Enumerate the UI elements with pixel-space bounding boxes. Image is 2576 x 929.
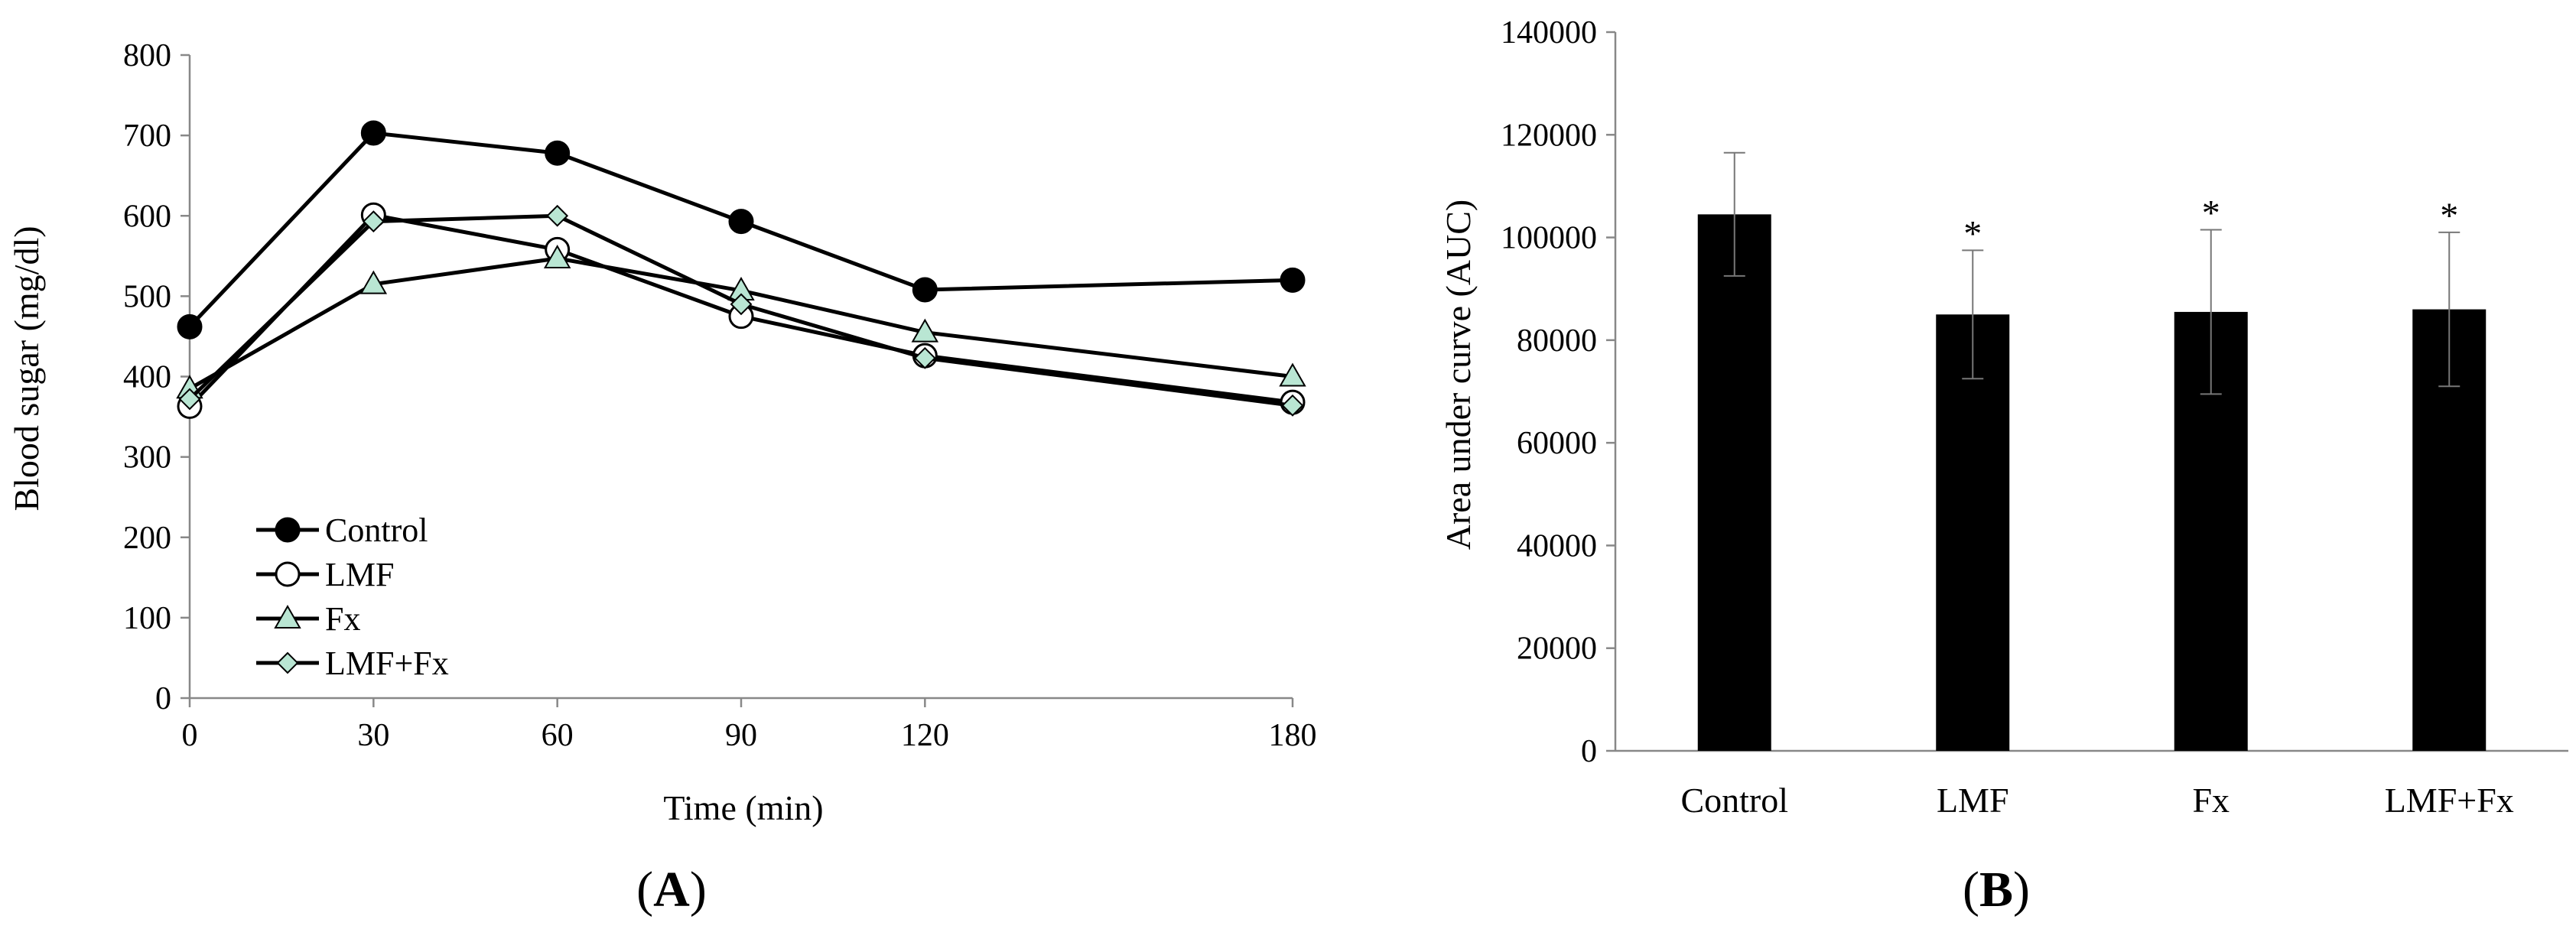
a-x-tick-label: 180 xyxy=(1269,718,1317,753)
a-series-fx xyxy=(176,244,1306,399)
a-series-group xyxy=(176,120,1306,419)
b-bars: * * * xyxy=(1697,151,2487,752)
a-x-tick-label: 120 xyxy=(901,718,949,753)
b-y-tick-label: 100000 xyxy=(1501,221,1597,256)
a-data-point-lmf-fx xyxy=(730,293,753,316)
a-data-point-lmf-fx xyxy=(362,210,385,233)
b-y-tick-label: 20000 xyxy=(1517,632,1597,667)
a-legend-marker xyxy=(275,561,301,587)
a-series-line-lmf xyxy=(188,213,1293,408)
a-data-point-lmf-fx xyxy=(178,388,201,411)
b-y-tick-label: 60000 xyxy=(1517,426,1597,461)
a-y-ticks: 0 100 200 300 400 500 600 700 800 xyxy=(123,38,190,716)
a-x-axis-title: Time (min) xyxy=(663,788,823,827)
a-legend-item-lmf: LMF xyxy=(256,556,394,593)
a-legend-label: Control xyxy=(325,512,428,549)
a-y-tick-label: 0 xyxy=(155,681,171,716)
panel-b-bar-chart: 020000400006000080000100000120000140000 … xyxy=(1439,15,2568,918)
b-bar-lmf xyxy=(1936,314,2010,751)
panel-a-letter: A xyxy=(653,862,690,918)
a-x-tick-label: 90 xyxy=(725,718,757,753)
a-series-line-control xyxy=(188,131,1293,329)
b-significance-marker: * xyxy=(2440,196,2458,236)
a-y-tick-label: 400 xyxy=(123,360,171,395)
a-x-tick-label: 60 xyxy=(542,718,574,753)
b-bar-group-control xyxy=(1697,151,1771,751)
a-y-tick-label: 200 xyxy=(123,521,171,556)
b-category-label-lmf-fx: LMF+Fx xyxy=(2385,781,2514,820)
a-data-point-control xyxy=(545,140,571,166)
b-bar-group-lmf: * xyxy=(1936,213,2010,751)
b-y-tick-label: 120000 xyxy=(1501,118,1597,153)
a-x-ticks: 0 30 60 90 120 180 xyxy=(182,698,1317,753)
a-data-point-lmf-fx xyxy=(1281,394,1304,417)
a-legend: Control LMF Fx LMF+Fx xyxy=(256,512,449,682)
b-category-label-lmf: LMF xyxy=(1937,781,2009,820)
a-y-tick-label: 100 xyxy=(123,601,171,636)
a-legend-item-fx: Fx xyxy=(256,600,360,638)
a-data-point-fx xyxy=(359,270,388,294)
panel-a-label: (A) xyxy=(636,862,707,918)
b-significance-marker: * xyxy=(2202,193,2220,234)
a-legend-label: LMF+Fx xyxy=(325,645,449,682)
panel-b-letter: B xyxy=(1979,862,2013,918)
a-data-point-fx xyxy=(543,244,571,268)
a-series-line-fx xyxy=(188,256,1293,391)
a-legend-label: LMF xyxy=(325,556,394,593)
a-series-control xyxy=(177,120,1306,339)
a-legend-marker xyxy=(274,604,301,629)
panel-a-open-paren: ( xyxy=(636,862,653,918)
b-y-ticks: 0 20000 40000 60000 80000 100000 120000 140000 xyxy=(1501,15,1615,769)
b-y-tick-label: 140000 xyxy=(1501,15,1597,50)
a-legend-item-control: Control xyxy=(256,512,428,549)
a-data-point-control xyxy=(912,277,938,303)
b-bar-group-fx: * xyxy=(2174,193,2248,751)
a-data-point-lmf-fx xyxy=(913,346,936,369)
b-y-tick-label: 40000 xyxy=(1517,528,1597,564)
a-data-point-fx xyxy=(1279,362,1306,387)
a-series-lmf-fx xyxy=(178,204,1304,417)
a-data-point-control xyxy=(177,313,203,339)
b-category-label-control: Control xyxy=(1680,781,1788,820)
a-data-point-control xyxy=(728,209,754,235)
b-bar-control xyxy=(1697,214,1771,751)
a-legend-item-lmf-fx: LMF+Fx xyxy=(256,645,449,682)
panel-b-label: (B) xyxy=(1963,862,2030,918)
a-y-tick-label: 500 xyxy=(123,279,171,314)
a-data-point-fx xyxy=(911,318,939,343)
b-y-tick-label: 80000 xyxy=(1517,323,1597,359)
a-y-tick-label: 300 xyxy=(123,440,171,476)
a-series-line-lmf-fx xyxy=(188,213,1293,408)
a-y-tick-label: 600 xyxy=(123,199,171,234)
a-data-point-control xyxy=(1280,267,1306,293)
b-bar-group-lmf-fx: * xyxy=(2412,196,2487,752)
a-legend-marker xyxy=(276,651,299,674)
a-y-tick-label: 800 xyxy=(123,38,171,73)
a-legend-label: Fx xyxy=(325,600,360,638)
a-y-tick-label: 700 xyxy=(123,119,171,154)
a-data-point-control xyxy=(360,120,386,146)
b-x-labels: Control LMF Fx LMF+Fx xyxy=(1680,781,2513,820)
a-x-tick-label: 0 xyxy=(182,718,198,753)
a-legend-marker xyxy=(275,517,301,543)
b-y-tick-label: 0 xyxy=(1581,734,1597,769)
b-y-axis-title: Area under curve (AUC) xyxy=(1439,200,1478,551)
panel-a-close-paren: ) xyxy=(690,862,707,918)
panel-b-open-paren: ( xyxy=(1963,862,1979,918)
panel-b-close-paren: ) xyxy=(2013,862,2030,918)
b-category-label-fx: Fx xyxy=(2192,781,2230,820)
a-data-point-lmf-fx xyxy=(546,204,569,227)
a-x-tick-label: 30 xyxy=(357,718,389,753)
a-y-axis-title: Blood sugar (mg/dl) xyxy=(7,226,46,511)
b-significance-marker: * xyxy=(1963,213,1982,254)
